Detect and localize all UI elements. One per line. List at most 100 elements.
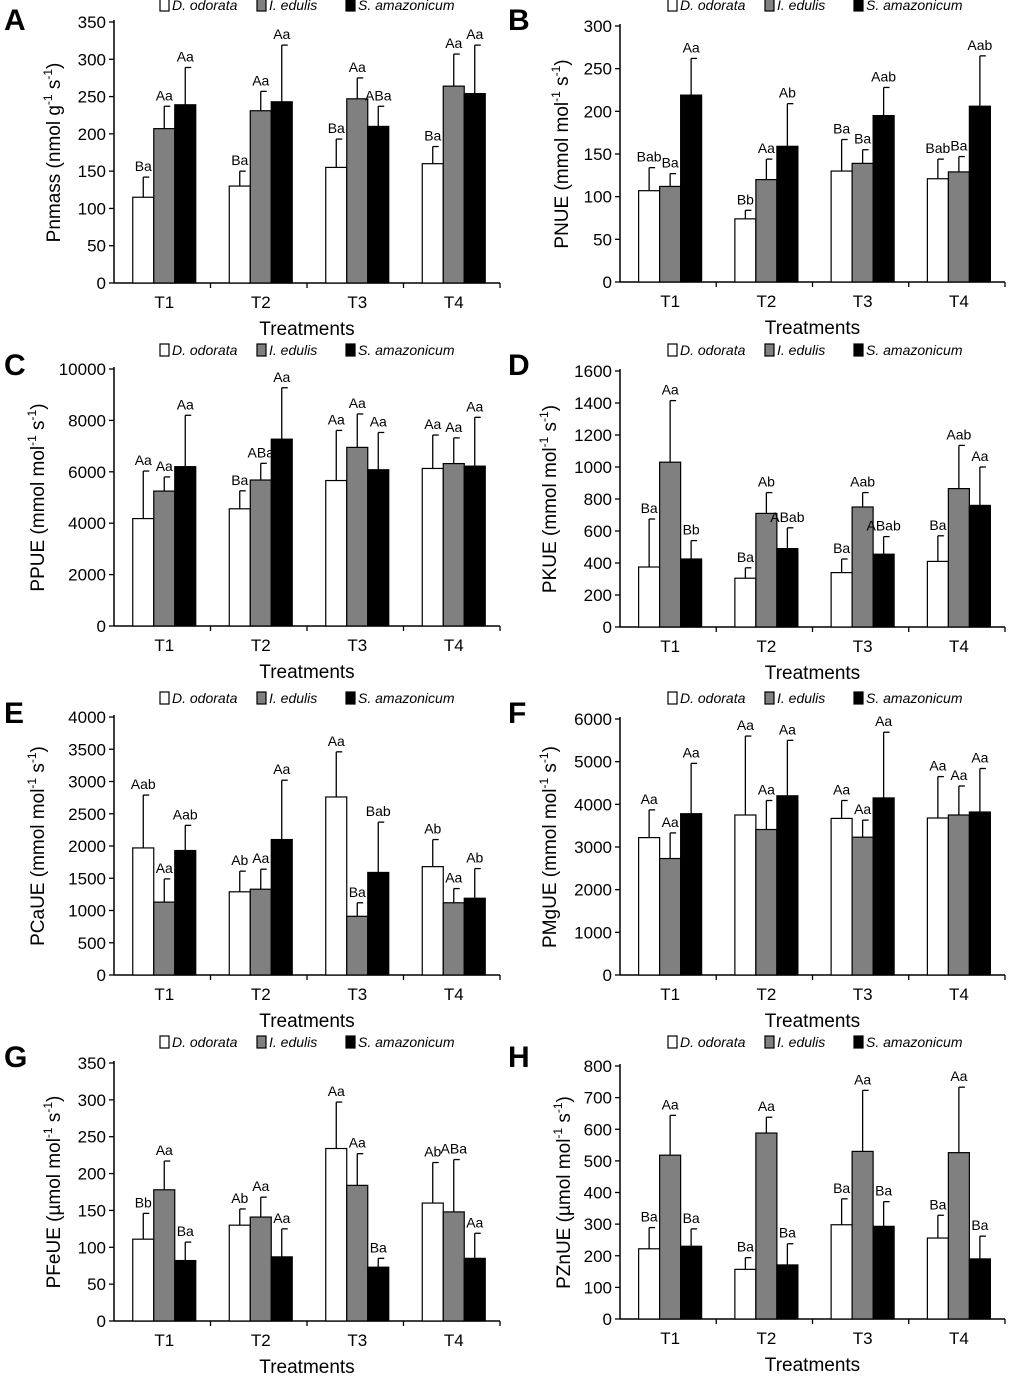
bar [346, 446, 369, 627]
y-axis-title: PMgUE (mmol mol-1 s-1) [537, 746, 561, 948]
x-tick-label: T4 [444, 1331, 464, 1350]
legend: D. odorata I. edulis S. amazonicum [667, 690, 963, 706]
bar [346, 98, 369, 284]
y-axis-title-superscript: -1 [549, 91, 563, 102]
x-tick-label: T1 [660, 637, 680, 656]
significance-label: Aa [273, 1210, 290, 1226]
significance-label: Ba [135, 158, 152, 174]
significance-label: Aa [758, 140, 775, 156]
legend-swatch [256, 0, 267, 12]
y-tick-label: 0 [603, 618, 612, 637]
significance-label: Ba [929, 517, 946, 533]
legend-label: S. amazonicum [866, 0, 963, 13]
significance-label: Aa [445, 870, 462, 886]
significance-label: Aa [929, 758, 946, 774]
legend-swatch [345, 343, 356, 357]
significance-label: Bab [366, 803, 391, 819]
significance-label: Ba [929, 1196, 946, 1212]
bar [228, 185, 251, 284]
panel-letter: F [508, 697, 526, 730]
y-axis-title-superscript: -1 [537, 752, 551, 763]
y-tick-label: 500 [78, 934, 106, 953]
significance-label: Aab [946, 426, 971, 442]
significance-label: Ba [328, 120, 345, 136]
y-tick-label: 200 [78, 1165, 106, 1184]
legend-label: D. odorata [680, 690, 746, 706]
significance-label: Aa [156, 87, 173, 103]
legend: D. odorata I. edulis S. amazonicum [667, 342, 963, 358]
significance-label: Aa [662, 1096, 679, 1112]
significance-label: Aab [871, 68, 896, 84]
bar [926, 1237, 949, 1320]
legend-swatch [256, 343, 267, 357]
chart-panel-d: D D. odorata I. edulis S. amazonicum 0 200 400… [508, 342, 1006, 684]
y-axis-title-superscript: -1 [551, 1102, 565, 1113]
y-tick-label: 1500 [68, 869, 106, 888]
x-tick-label: T4 [949, 1329, 969, 1348]
legend-swatch [667, 1035, 678, 1049]
bar [947, 1152, 970, 1320]
bar [734, 1268, 757, 1320]
x-tick-label: T2 [251, 985, 271, 1004]
legend-swatch [159, 0, 170, 12]
y-axis-title: PNUE (mmol mol-1 s-1) [549, 59, 573, 248]
y-axis-title-text: ) [540, 405, 561, 411]
significance-label: Aa [833, 781, 850, 797]
bar [659, 1154, 682, 1320]
bar [421, 163, 444, 284]
y-tick-label: 1200 [574, 426, 612, 445]
bar [174, 104, 197, 284]
x-tick-label: T2 [756, 985, 776, 1004]
legend-label: I. edulis [269, 690, 317, 706]
y-axis-title: PKUE (mmol mol-1 s-1) [537, 405, 561, 593]
bar [680, 813, 703, 976]
bar [968, 1258, 991, 1320]
significance-label: Aa [328, 1083, 345, 1099]
legend-label: D. odorata [680, 0, 746, 13]
y-tick-label: 200 [584, 102, 612, 121]
legend: D. odorata I. edulis S. amazonicum [667, 1034, 963, 1050]
bar [174, 466, 197, 627]
significance-label: ABab [867, 518, 901, 534]
y-tick-label: 150 [584, 145, 612, 164]
significance-label: Bb [737, 191, 754, 207]
x-tick-label: T1 [154, 636, 174, 655]
significance-label: Aa [737, 717, 754, 733]
bar [174, 849, 197, 976]
legend-label: I. edulis [269, 0, 317, 13]
bar [463, 465, 486, 627]
legend-swatch [345, 0, 356, 12]
bar [830, 571, 853, 628]
y-tick-label: 100 [78, 1238, 106, 1257]
y-axis-title-superscript: -1 [41, 1127, 55, 1138]
y-axis-title-text: PFeUE (µmol mol [44, 1138, 65, 1288]
y-tick-label: 350 [78, 13, 106, 32]
y-axis-title-text: s [44, 1113, 65, 1128]
significance-label: Aa [950, 767, 967, 783]
bar [270, 101, 293, 284]
legend-swatch [764, 343, 775, 357]
significance-label: Ba [349, 884, 366, 900]
bar [228, 1224, 251, 1322]
x-tick-label: T2 [251, 636, 271, 655]
legend-label: D. odorata [172, 1034, 238, 1050]
panel-letter: C [4, 349, 26, 382]
significance-label: Aa [177, 396, 194, 412]
panel-letter: H [508, 1041, 530, 1074]
bar [442, 1211, 465, 1322]
bar [659, 857, 682, 976]
significance-label: Ab [466, 850, 483, 866]
significance-label: Bab [637, 149, 662, 165]
legend-swatch [667, 0, 678, 12]
x-axis-title: Treatments [259, 1011, 354, 1032]
significance-label: Ba [833, 540, 850, 556]
significance-label: Aa [156, 1142, 173, 1158]
legend-label: S. amazonicum [358, 690, 455, 706]
y-axis-title-text: PKUE (mmol mol [540, 447, 561, 593]
significance-label: Aab [850, 474, 875, 490]
bar [442, 462, 465, 627]
y-axis-title-superscript: -1 [25, 409, 39, 420]
y-tick-label: 700 [584, 1089, 612, 1108]
x-axis-title: Treatments [259, 1357, 354, 1378]
significance-label: Ab [231, 1190, 248, 1206]
